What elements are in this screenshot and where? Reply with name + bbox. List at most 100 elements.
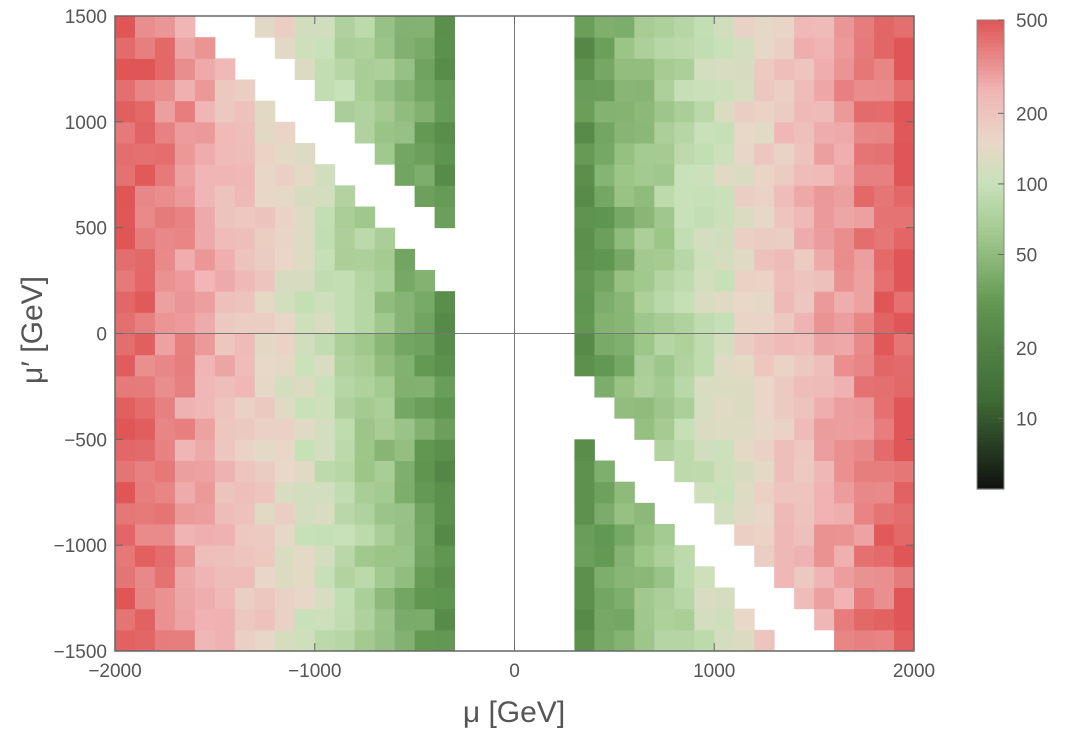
heatmap-cell	[874, 121, 895, 144]
heatmap-cell	[394, 79, 416, 102]
heatmap-cell	[634, 524, 655, 546]
colorbar-segment	[977, 446, 1004, 451]
heatmap-cell	[734, 397, 755, 419]
heatmap-cell	[234, 397, 256, 419]
heatmap-cell	[694, 58, 715, 80]
heatmap-cell	[115, 206, 136, 229]
heatmap-cell	[814, 608, 835, 631]
heatmap-cell	[354, 37, 376, 59]
heatmap-cell	[694, 481, 715, 504]
heatmap-cell	[574, 248, 595, 271]
heatmap-cell	[134, 608, 156, 631]
heatmap-cell	[714, 121, 735, 144]
heatmap-cell	[774, 502, 795, 525]
heatmap-cell	[134, 58, 156, 80]
colorbar-tick-label: 200	[1016, 104, 1048, 125]
heatmap-cell	[854, 502, 875, 525]
heatmap-cell	[374, 587, 396, 610]
heatmap-cell	[614, 397, 635, 419]
heatmap-cell	[194, 79, 216, 102]
heatmap-cell	[214, 481, 236, 504]
heatmap-cell	[354, 460, 376, 483]
heatmap-cell	[734, 460, 755, 483]
heatmap-cell	[794, 185, 815, 207]
colorbar-segment	[977, 465, 1004, 471]
heatmap-cell	[374, 227, 396, 250]
heatmap-cell	[834, 333, 855, 356]
heatmap-cell	[854, 566, 875, 588]
heatmap-cell	[714, 227, 735, 250]
heatmap-cell	[234, 79, 256, 102]
heatmap-cell	[614, 354, 635, 377]
colorbar: 500 200 100 50 20 10	[976, 11, 1048, 490]
heatmap-cell	[614, 502, 635, 525]
heatmap-cell	[394, 37, 416, 59]
heatmap-cell	[234, 439, 256, 461]
heatmap-cell	[214, 100, 236, 123]
heatmap-cell	[874, 354, 895, 377]
heatmap-cell	[694, 312, 715, 334]
heatmap-cell	[394, 354, 416, 377]
heatmap-cell	[634, 291, 655, 313]
heatmap-cell	[874, 100, 895, 123]
heatmap-cell	[115, 291, 136, 313]
heatmap-cell	[414, 121, 436, 144]
heatmap-cell	[774, 524, 795, 546]
colorbar-segment	[977, 285, 1004, 291]
heatmap-cell	[814, 185, 835, 207]
colorbar-segment	[977, 309, 1004, 314]
heatmap-cell	[414, 16, 436, 38]
heatmap-cell	[374, 16, 396, 38]
colorbar-segment	[977, 133, 1004, 138]
heatmap-cell	[434, 397, 456, 419]
heatmap-cell	[814, 164, 835, 186]
heatmap-cell	[294, 524, 316, 546]
heatmap-cell	[814, 16, 835, 38]
heatmap-cell	[894, 333, 915, 356]
heatmap-cell	[354, 629, 376, 652]
y-tick-label: −1000	[54, 536, 107, 557]
heatmap-cell	[154, 460, 176, 483]
colorbar-tick-label: 10	[1016, 409, 1037, 430]
heatmap-cell	[294, 164, 316, 186]
heatmap-cell	[894, 248, 915, 271]
heatmap-cell	[594, 164, 615, 186]
heatmap-cell	[154, 58, 176, 80]
heatmap-cell	[234, 524, 256, 546]
heatmap-cell	[854, 185, 875, 207]
heatmap-cell	[874, 481, 895, 504]
heatmap-cell	[834, 291, 855, 313]
heatmap-cell	[834, 566, 855, 588]
heatmap-cell	[874, 502, 895, 525]
heatmap-cell	[894, 439, 915, 461]
colorbar-tick-label: 500	[1016, 11, 1048, 32]
heatmap-cell	[134, 566, 156, 588]
heatmap-cell	[814, 121, 835, 144]
heatmap-cell	[354, 333, 376, 356]
heatmap-cell	[574, 227, 595, 250]
heatmap-cell	[714, 312, 735, 334]
heatmap-cell	[654, 270, 675, 292]
heatmap-cell	[794, 333, 815, 356]
heatmap-cell	[254, 312, 276, 334]
heatmap-cell	[434, 354, 456, 377]
heatmap-cell	[134, 333, 156, 356]
heatmap-cell	[134, 185, 156, 207]
heatmap-cell	[814, 333, 835, 356]
heatmap-cell	[394, 16, 416, 38]
heatmap-cell	[774, 164, 795, 186]
heatmap-cell	[614, 79, 635, 102]
heatmap-cell	[874, 608, 895, 631]
heatmap-cell	[634, 354, 655, 377]
heatmap-cell	[294, 333, 316, 356]
colorbar-segment	[977, 328, 1004, 334]
heatmap-cell	[154, 608, 176, 631]
heatmap-cell	[254, 100, 276, 123]
heatmap-cell	[434, 312, 456, 334]
heatmap-cell	[814, 248, 835, 271]
heatmap-cell	[814, 460, 835, 483]
heatmap-cell	[154, 439, 176, 461]
heatmap-cell	[854, 79, 875, 102]
heatmap-cell	[294, 58, 316, 80]
heatmap-cell	[154, 502, 176, 525]
